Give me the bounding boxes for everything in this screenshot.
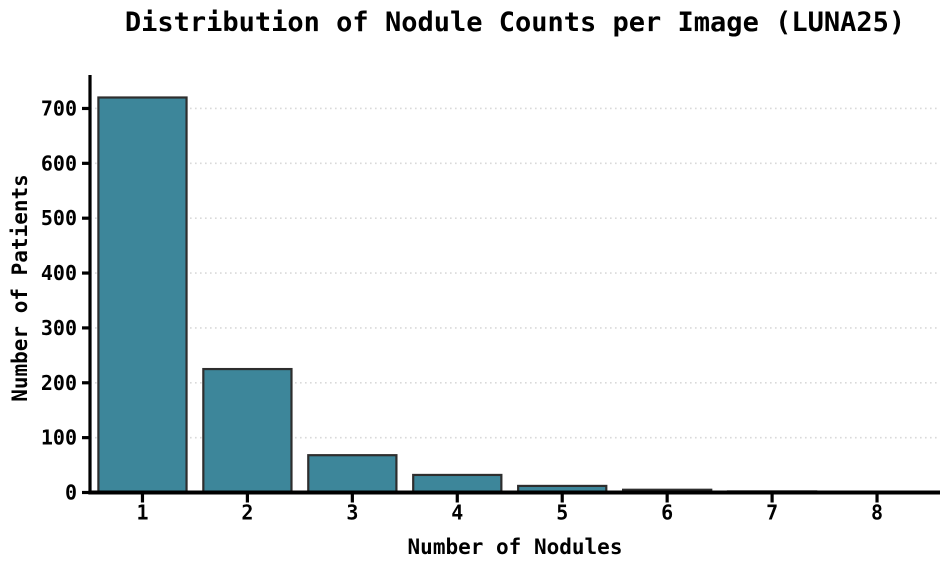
y-tick-label: 500 bbox=[41, 206, 77, 230]
x-tick-label: 7 bbox=[766, 501, 778, 525]
x-tick-label: 2 bbox=[241, 501, 253, 525]
x-tick-label: 8 bbox=[871, 501, 883, 525]
y-tick-label: 200 bbox=[41, 371, 77, 395]
x-tick-label: 5 bbox=[556, 501, 568, 525]
chart-title: Distribution of Nodule Counts per Image … bbox=[124, 7, 906, 38]
bar bbox=[307, 454, 398, 494]
y-tick-label: 300 bbox=[41, 316, 77, 340]
y-tick-label: 0 bbox=[65, 481, 77, 505]
x-tick-label: 1 bbox=[136, 501, 148, 525]
x-axis-label: Number of Nodules bbox=[407, 535, 623, 559]
y-tick-label: 400 bbox=[41, 261, 77, 285]
x-tick-label: 6 bbox=[661, 501, 673, 525]
y-tick-label: 600 bbox=[41, 151, 77, 175]
bar bbox=[202, 367, 293, 494]
x-tick-label: 3 bbox=[346, 501, 358, 525]
y-tick-label: 100 bbox=[41, 426, 77, 450]
x-tick-label: 4 bbox=[451, 501, 463, 525]
bar bbox=[412, 473, 503, 494]
y-tick-label: 700 bbox=[41, 96, 77, 120]
bar bbox=[97, 96, 188, 494]
